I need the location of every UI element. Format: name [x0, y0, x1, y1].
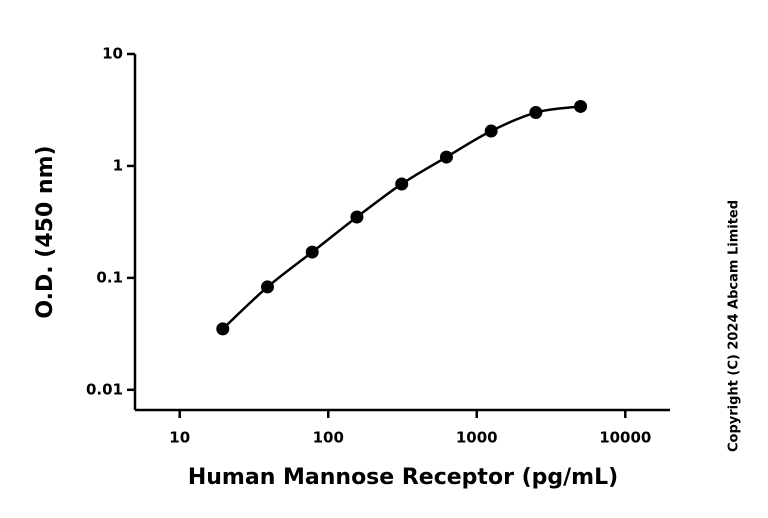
data-point — [439, 150, 453, 164]
x-axis-title: Human Mannose Receptor (pg/mL) — [188, 465, 618, 490]
fit-curve — [221, 105, 581, 330]
data-point — [529, 106, 543, 120]
data-point — [350, 210, 364, 224]
data-point — [574, 99, 588, 113]
y-tick-label: 10 — [102, 45, 123, 63]
data-point — [305, 245, 319, 259]
y-tick-label: 0.1 — [96, 268, 123, 286]
y-axis-title: O.D. (450 nm) — [33, 145, 58, 318]
x-tick-label: 100 — [313, 429, 344, 447]
x-tick-label: 10 — [169, 429, 190, 447]
data-point — [216, 322, 230, 336]
copyright: Copyright (C) 2024 Abcam Limited — [727, 200, 742, 452]
data-point — [484, 124, 498, 138]
x-tick-label: 10000 — [599, 429, 651, 447]
data-point — [395, 177, 409, 191]
data-point — [260, 280, 274, 294]
y-tick-label: 0.01 — [86, 380, 123, 398]
y-tick-label: 1 — [113, 156, 123, 174]
x-tick-label: 1000 — [456, 429, 498, 447]
